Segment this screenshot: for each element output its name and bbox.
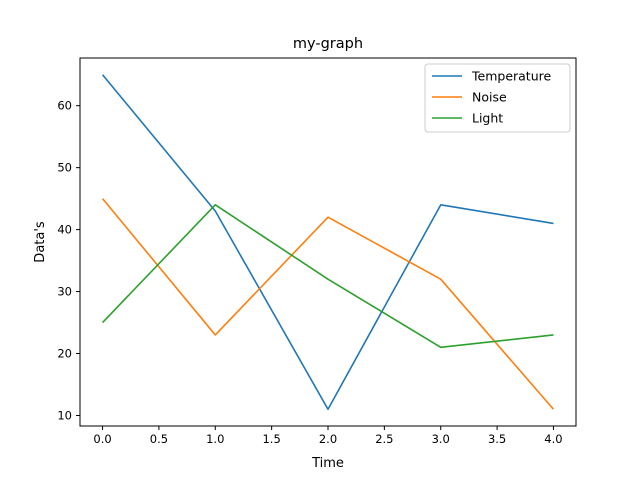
x-tick-label: 2.0 <box>319 432 337 446</box>
legend-label-temperature: Temperature <box>471 69 551 84</box>
x-tick-label: 3.5 <box>488 432 506 446</box>
x-tick-label: 0.0 <box>93 432 111 446</box>
y-tick-label: 20 <box>57 347 72 361</box>
legend-label-light: Light <box>472 111 503 126</box>
x-tick-label: 3.0 <box>432 432 450 446</box>
x-tick-label: 1.5 <box>262 432 280 446</box>
x-axis-label: Time <box>311 456 344 471</box>
series-line-noise <box>101 198 555 410</box>
series-line-temperature <box>101 74 554 411</box>
y-tick-label: 10 <box>57 408 72 422</box>
x-tick-label: 2.5 <box>375 432 393 446</box>
x-axis-ticks: 0.0 0.5 1.0 1.5 2.0 2.5 3.0 3.5 4.0 <box>93 426 563 446</box>
plot-area: 0.0 0.5 1.0 1.5 2.0 2.5 3.0 3.5 4.0 10 20 30 40 50 60 <box>57 57 577 446</box>
y-tick-label: 50 <box>57 161 72 175</box>
y-tick-label: 30 <box>57 285 72 299</box>
legend-label-noise: Noise <box>472 90 507 105</box>
x-tick-label: 4.0 <box>544 432 562 446</box>
y-tick-label: 60 <box>57 99 72 113</box>
y-axis-label: Data's <box>33 221 48 263</box>
x-tick-label: 1.0 <box>206 432 224 446</box>
series-lines <box>101 74 555 411</box>
x-tick-label: 0.5 <box>150 432 168 446</box>
legend-box <box>424 63 571 133</box>
legend: Temperature Noise Light <box>424 63 571 133</box>
series-line-light <box>101 204 554 349</box>
y-tick-label: 40 <box>57 223 72 237</box>
legend-items: Temperature Noise Light <box>432 69 551 126</box>
y-axis-ticks: 10 20 30 40 50 60 <box>57 99 80 422</box>
chart-title: my-graph <box>293 36 363 52</box>
